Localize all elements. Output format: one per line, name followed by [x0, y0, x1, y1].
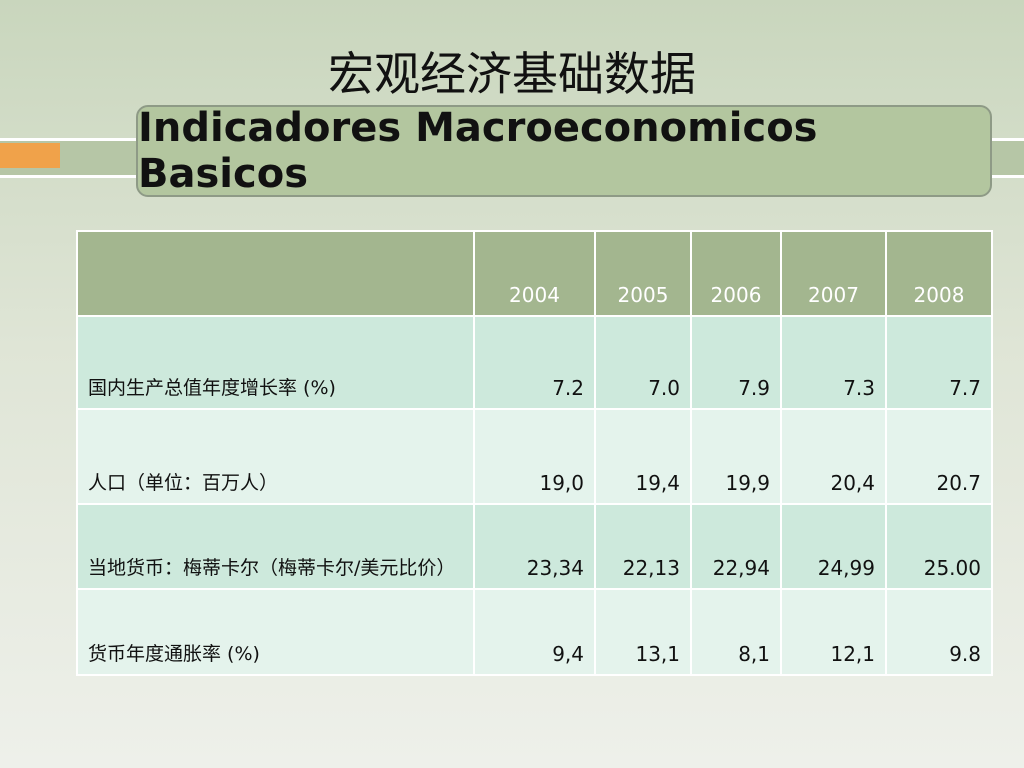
column-header: 2004: [473, 230, 596, 317]
cell-value: 7.2: [473, 315, 596, 410]
cell-value: 25.00: [885, 503, 993, 590]
table-row: 当地货币：梅蒂卡尔（梅蒂卡尔/美元比价） 23,34 22,13 22,94 24,99…: [76, 503, 993, 590]
table-row: 国内生产总值年度增长率 (%) 7.2 7.0 7.9 7.3 7.7: [76, 315, 993, 410]
table-row: 人口（单位：百万人） 19,0 19,4 19,9 20,4 20.7: [76, 408, 993, 505]
column-header: 2006: [690, 230, 782, 317]
row-label: 人口（单位：百万人）: [76, 408, 475, 505]
cell-value: 22,94: [690, 503, 782, 590]
cell-value: 22,13: [594, 503, 692, 590]
row-label: 国内生产总值年度增长率 (%): [76, 315, 475, 410]
cell-value: 19,0: [473, 408, 596, 505]
header-row: 2004 2005 2006 2007 2008: [76, 230, 993, 317]
cell-value: 8,1: [690, 588, 782, 676]
cell-value: 20,4: [780, 408, 887, 505]
cell-value: 19,9: [690, 408, 782, 505]
slide-title: 宏观经济基础数据: [328, 47, 696, 101]
cell-value: 23,34: [473, 503, 596, 590]
cell-value: 13,1: [594, 588, 692, 676]
decor-band: [990, 138, 1024, 178]
decor-block: [0, 143, 60, 168]
column-header: 2007: [780, 230, 887, 317]
data-table: 2004 2005 2006 2007 2008 国内生产总值年度增长率 (%) 7.2 7…: [76, 230, 993, 676]
cell-value: 24,99: [780, 503, 887, 590]
table-row: 货币年度通胀率 (%) 9,4 13,1 8,1 12,1 9.8: [76, 588, 993, 676]
cell-value: 20.7: [885, 408, 993, 505]
cell-value: 9.8: [885, 588, 993, 676]
cell-value: 7.9: [690, 315, 782, 410]
column-header: 2008: [885, 230, 993, 317]
cell-value: 19,4: [594, 408, 692, 505]
column-header: 2005: [594, 230, 692, 317]
subtitle: Indicadores Macroeconomicos Basicos: [138, 105, 818, 197]
cell-value: 7.0: [594, 315, 692, 410]
cell-value: 7.3: [780, 315, 887, 410]
cell-value: 7.7: [885, 315, 993, 410]
cell-value: 9,4: [473, 588, 596, 676]
row-label: 当地货币：梅蒂卡尔（梅蒂卡尔/美元比价）: [76, 503, 475, 590]
row-label: 货币年度通胀率 (%): [76, 588, 475, 676]
header-cell: [76, 230, 475, 317]
cell-value: 12,1: [780, 588, 887, 676]
subtitle-box: Indicadores Macroeconomicos Basicos: [136, 105, 992, 197]
